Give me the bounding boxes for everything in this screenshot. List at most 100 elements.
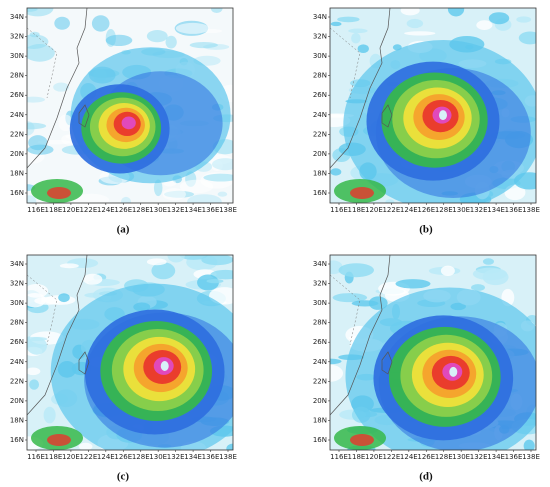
y-tick-label: 16N	[313, 436, 327, 444]
cloud-patch	[73, 193, 110, 203]
cloud-patch	[187, 194, 222, 203]
x-tick-label: 120E	[62, 206, 80, 214]
cloud-patch	[78, 442, 93, 450]
storm-eye	[160, 361, 169, 371]
x-tick-label: 128E	[435, 453, 453, 461]
coastline	[330, 8, 391, 169]
storm-eye	[449, 366, 458, 377]
cloud-patch	[146, 29, 168, 43]
cloud-patch	[482, 258, 495, 265]
cloud-patch	[105, 34, 133, 47]
cloud-patch	[400, 8, 420, 16]
panel-label: (c)	[117, 471, 130, 483]
cloud-patch	[59, 263, 79, 269]
y-tick-label: 26N	[10, 91, 24, 99]
x-tick-label: 116E	[330, 453, 348, 461]
cloud-patch	[447, 8, 465, 17]
x-tick-label: 116E	[27, 206, 45, 214]
x-tick-label: 128E	[132, 453, 150, 461]
y-tick-label: 24N	[313, 111, 327, 119]
cloud-patch	[83, 273, 103, 285]
cloud-patch	[27, 34, 49, 49]
map-image	[330, 8, 536, 203]
y-tick-label: 28N	[313, 72, 327, 80]
storm-ring	[121, 116, 136, 130]
cloud-patch	[210, 8, 223, 14]
rain-cell	[47, 434, 71, 446]
x-tick-label: 118E	[45, 453, 63, 461]
y-tick-label: 34N	[10, 13, 24, 21]
cloud-patch	[357, 44, 369, 54]
cloud-patch	[120, 196, 132, 203]
storm-eye	[439, 110, 447, 121]
y-tick-label: 26N	[313, 91, 327, 99]
y-tick-label: 34N	[313, 13, 327, 21]
x-tick-label: 138E	[219, 453, 237, 461]
x-tick-label: 132E	[167, 206, 185, 214]
cloud-patch	[27, 337, 48, 355]
cloud-patch	[330, 364, 344, 382]
cloud-patch	[175, 22, 210, 34]
x-tick-label: 122E	[79, 453, 97, 461]
y-tick-label: 32N	[313, 33, 327, 41]
x-tick-label: 124E	[400, 453, 418, 461]
y-tick-label: 16N	[313, 189, 327, 197]
cloud-patch	[206, 278, 224, 284]
y-tick-label: 20N	[313, 150, 327, 158]
cloud-patch	[165, 35, 177, 49]
cloud-patch	[91, 15, 110, 32]
cloud-patch	[179, 255, 208, 260]
y-tick-label: 30N	[10, 52, 24, 60]
cloud-patch	[27, 144, 54, 155]
cloud-patch	[27, 8, 54, 17]
cloud-patch	[54, 16, 70, 30]
x-tick-label: 130E	[149, 453, 167, 461]
coastline	[330, 255, 391, 416]
map-frame	[26, 254, 234, 451]
cloud-patch	[27, 292, 46, 308]
y-tick-label: 32N	[313, 280, 327, 288]
cloud-patch	[27, 122, 47, 130]
y-tick-label: 16N	[10, 436, 24, 444]
cloud-patch	[217, 191, 228, 197]
cloud-patch	[330, 358, 342, 365]
cloud-patch	[43, 406, 56, 424]
map-frame	[329, 254, 537, 451]
x-tick-label: 128E	[132, 206, 150, 214]
map-frame	[329, 7, 537, 204]
cloud-patch	[27, 96, 45, 103]
cloud-patch	[58, 114, 73, 132]
x-tick-label: 134E	[184, 206, 202, 214]
x-tick-label: 118E	[348, 453, 366, 461]
coastline	[78, 104, 90, 128]
cloud-patch	[516, 16, 532, 23]
map-image	[330, 255, 536, 450]
x-tick-label: 132E	[470, 206, 488, 214]
rain-cell	[350, 434, 374, 446]
rain-cell	[47, 187, 71, 199]
coastline	[330, 274, 361, 346]
y-tick-label: 30N	[10, 299, 24, 307]
y-tick-label: 24N	[10, 111, 24, 119]
y-tick-label: 30N	[313, 52, 327, 60]
y-tick-label: 20N	[313, 397, 327, 405]
cloud-patch	[330, 21, 342, 27]
x-tick-label: 126E	[114, 206, 132, 214]
coastline	[27, 8, 88, 169]
x-tick-label: 136E	[505, 206, 523, 214]
cloud-patch	[406, 18, 424, 29]
cloud-patch	[338, 263, 374, 278]
rain-cell	[350, 187, 374, 199]
x-tick-label: 134E	[487, 453, 505, 461]
cloud-patch	[404, 31, 436, 36]
x-tick-label: 134E	[184, 453, 202, 461]
x-tick-label: 122E	[79, 206, 97, 214]
y-tick-label: 22N	[313, 377, 327, 385]
map-image	[27, 8, 233, 203]
cloud-patch	[58, 293, 70, 303]
cloud-patch	[27, 195, 37, 203]
x-tick-label: 126E	[417, 453, 435, 461]
coastline	[78, 351, 90, 375]
